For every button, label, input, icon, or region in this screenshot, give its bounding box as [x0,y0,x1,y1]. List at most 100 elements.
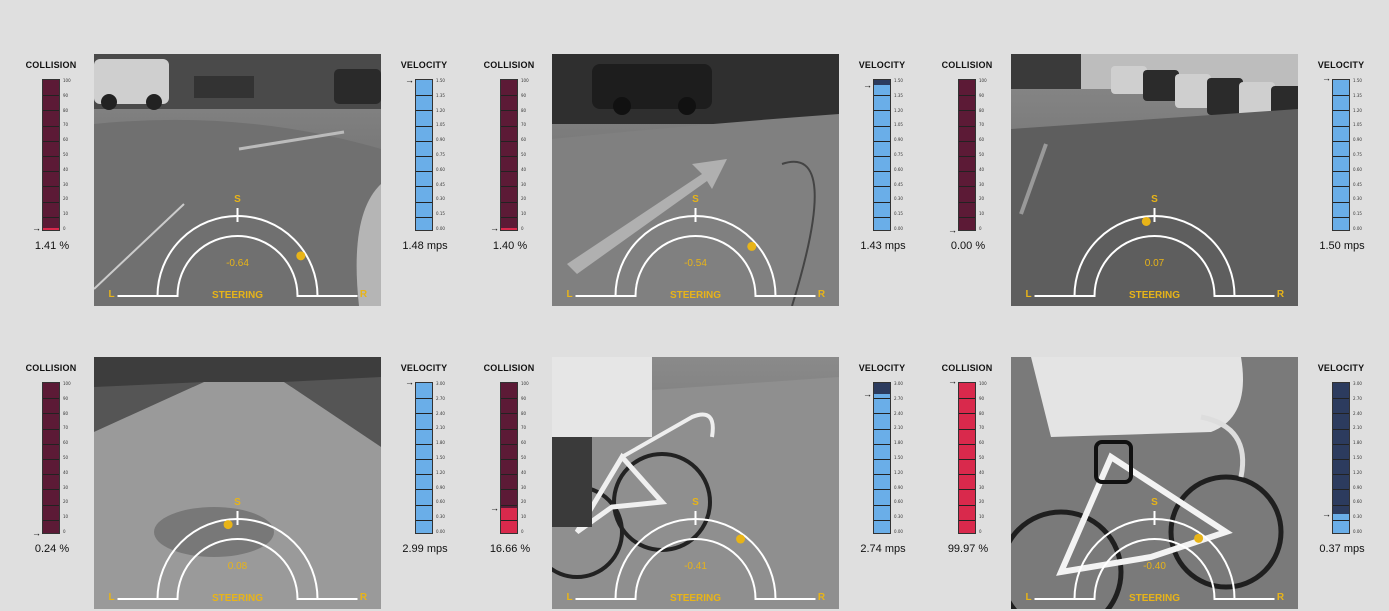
level-arrow-icon: → [490,502,499,513]
steering-straight-label: S [234,194,241,205]
gauge-tick [874,519,890,521]
collision-gauge-fill [501,227,517,230]
gauge-scale-label: 1.80 [1353,440,1362,446]
gauge-tick [1333,201,1349,203]
gauge-scale-label: 0.60 [436,499,445,505]
steering-value: -0.64 [226,258,249,269]
gauge-scale-label: 100 [63,78,71,83]
gauge-tick [416,459,432,460]
gauge-scale-label: 20 [63,196,69,202]
scene-image [552,54,839,306]
collision-readout: 1.40 % [492,240,528,252]
gauge-scale-label: 30 [521,484,527,490]
steering-label: STEERING [211,290,264,301]
gauge-tick [959,95,975,97]
level-arrow-icon: → [32,527,41,538]
camera-frame: S L R -0.64 STEERING [94,54,381,306]
steering-indicator-dot [747,241,757,251]
gauge-scale-label: 50 [63,455,69,460]
scene-image [1011,54,1298,306]
gauge-tick [43,428,59,430]
steering-arc [156,518,319,600]
gauge-tick [501,519,517,521]
gauge-scale-label: 1.20 [894,469,903,475]
steering-right-label: R [359,289,368,300]
gauge-scale-label: 60 [521,440,527,446]
level-arrow-icon: → [405,376,414,387]
gauge-scale-label: 0.75 [1353,152,1362,157]
gauge-tick [959,186,975,188]
steering-left-label: L [108,289,115,300]
gauge-scale-label: 1.20 [436,469,445,475]
gauge-scale-label: 100 [521,381,529,386]
gauge-tick [43,125,59,127]
level-arrow-icon: → [32,222,41,233]
velocity-gauge-fill [874,85,890,230]
collision-gauge [958,382,976,534]
velocity-label: VELOCITY [1317,60,1365,70]
gauge-scale-label: 0.90 [894,484,903,490]
gauge-tick [1333,140,1349,142]
gauge-tick [416,95,432,97]
velocity-readout: 1.50 mps [1319,240,1365,252]
gauge-tick [959,125,975,127]
gauge-scale-label: 10 [521,514,527,520]
steering-right-label: R [1276,592,1285,603]
gauge-scale-label: 0.00 [1353,226,1362,231]
gauge-tick [43,201,59,203]
gauge-scale-label: 10 [63,211,69,217]
gauge-scale-label: 0.00 [436,529,445,534]
gauge-scale-label: 0.90 [1353,137,1362,143]
velocity-gauge [1332,382,1350,534]
steering-indicator-dot [296,251,306,261]
gauge-tick [416,489,432,491]
gauge-scale-label: 90 [63,92,69,98]
velocity-gauge [415,79,433,231]
level-arrow-icon: → [948,225,957,235]
gauge-scale-label: 1.50 [894,455,903,460]
camera-frame: S L R 0.08 STEERING [94,357,381,609]
gauge-scale-label: 0.15 [1353,211,1362,217]
collision-readout: 99.97 % [947,543,989,555]
gauge-tick [416,519,432,521]
velocity-readout: 2.74 mps [860,543,906,555]
gauge-tick [43,186,59,188]
gauge-scale-label: 0.75 [436,152,445,157]
gauge-scale-label: 80 [521,410,527,416]
gauge-scale-label: 0.30 [894,514,903,520]
gauge-tick [501,171,517,173]
gauge-tick [1333,398,1349,400]
gauge-scale-label: 80 [979,410,985,416]
gauge-scale-label: 1.20 [1353,107,1362,113]
scene-image [552,357,839,609]
collision-readout: 1.41 % [34,240,70,252]
gauge-scale-label: 50 [521,152,527,157]
gauge-scale-label: 30 [63,181,69,187]
gauge-tick [874,398,890,400]
gauge-scale-label: 1.35 [436,92,445,98]
collision-label: COLLISION [25,363,77,373]
gauge-tick [1333,110,1349,112]
gauge-tick [43,489,59,491]
velocity-label: VELOCITY [858,60,906,70]
gauge-scale-label: 0.45 [894,181,903,187]
gauge-tick [959,489,975,491]
gauge-scale-label: 0.30 [1353,196,1362,202]
gauge-scale-label: 10 [979,211,985,217]
gauge-scale-label: 2.70 [894,395,903,401]
gauge-scale-label: 100 [979,78,987,83]
gauge-scale-label: 0.90 [894,137,903,143]
gauge-tick [501,443,517,445]
gauge-scale-label: 1.50 [436,455,445,460]
gauge-tick [43,504,59,506]
steering-right-label: R [817,592,826,603]
gauge-scale-label: 2.10 [436,425,445,431]
gauge-scale-label: 2.70 [436,395,445,401]
gauge-scale-label: 30 [521,181,527,187]
gauge-scale-label: 0 [63,226,66,231]
gauge-scale-label: 20 [521,499,527,505]
gauge-tick [43,216,59,218]
gauge-tick [416,443,432,445]
gauge-scale-label: 40 [63,469,69,475]
gauge-scale-label: 0.30 [436,196,445,202]
